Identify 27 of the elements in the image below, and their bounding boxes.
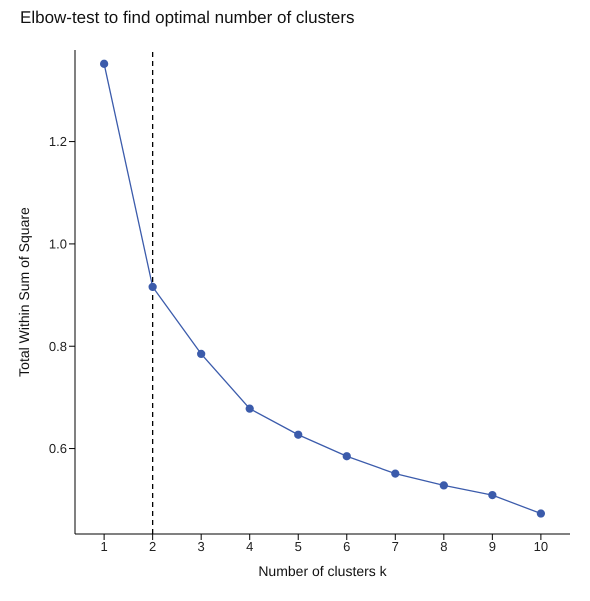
x-tick-label: 5 xyxy=(294,539,302,554)
x-tick-label: 4 xyxy=(246,539,254,554)
x-tick-label: 9 xyxy=(488,539,496,554)
x-tick-label: 10 xyxy=(534,539,548,554)
y-tick-label: 0.6 xyxy=(48,441,67,456)
y-tick-label: 1.0 xyxy=(48,236,67,252)
x-tick-label: 6 xyxy=(343,539,350,554)
y-axis-title: Total Within Sum of Square xyxy=(16,206,32,377)
y-tick-label: 1.2 xyxy=(48,134,67,150)
x-tick-label: 7 xyxy=(392,539,399,554)
y-tick-label: 0.8 xyxy=(48,338,67,354)
x-tick-label: 1 xyxy=(100,539,108,554)
point xyxy=(391,469,400,478)
point xyxy=(294,430,302,439)
point xyxy=(342,452,351,460)
point xyxy=(197,350,206,358)
x-tick-label: 8 xyxy=(440,539,448,554)
x-axis-title: Number of clusters k xyxy=(258,563,388,579)
point xyxy=(536,509,546,518)
chart-title: Elbow-test to find optimal number of clusters xyxy=(20,8,356,28)
x-tick-label: 3 xyxy=(198,539,205,554)
point xyxy=(246,404,254,413)
point xyxy=(100,60,108,68)
point xyxy=(488,490,497,500)
point xyxy=(440,481,448,490)
point xyxy=(148,282,157,292)
x-tick-label: 2 xyxy=(149,539,156,554)
